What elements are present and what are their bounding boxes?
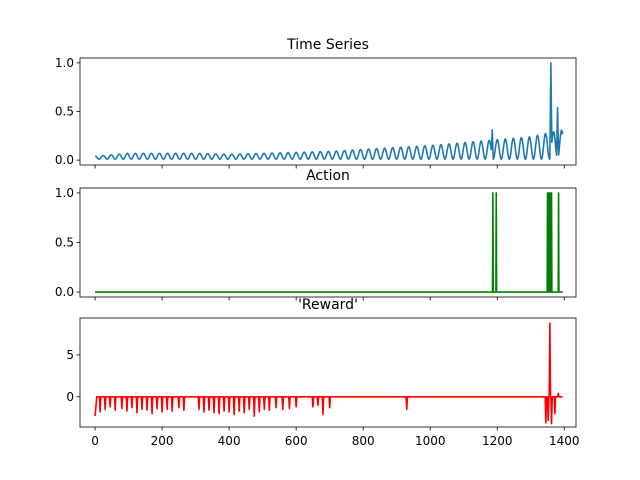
y-tick-label: 0.5	[55, 105, 74, 119]
x-tick-label: 1200	[482, 434, 513, 448]
panel-3-x-axis: 0 200 400 600 800 1000 1200 1400	[91, 427, 580, 448]
panel-time-series: Time Series 0.0 0.5 1.0	[55, 37, 577, 169]
panel-1-x-ticks	[94, 165, 565, 169]
y-tick-label: 5	[66, 348, 74, 362]
plot-area-action	[95, 192, 563, 293]
panel-3-title: 'Reward'	[298, 297, 358, 313]
y-tick-label: 1.0	[55, 186, 74, 200]
panel-3-frame	[79, 317, 577, 428]
panel-1-y-axis: 0.0 0.5 1.0	[55, 56, 80, 167]
panel-1-title: Time Series	[286, 37, 369, 53]
panel-action: Action 0.0 0.5 1.0	[55, 168, 577, 301]
x-tick-label: 600	[285, 434, 308, 448]
x-tick-label: 200	[151, 434, 174, 448]
y-tick-label: 0	[66, 390, 74, 404]
panel-reward: 'Reward' 05 0 200 400 600 800 1000 1200 1400	[66, 297, 579, 448]
y-tick-label: 1.0	[55, 56, 74, 70]
plot-area-reward	[94, 322, 563, 425]
panel-3-y-axis: 05	[66, 348, 80, 404]
y-tick-label: 0.5	[55, 236, 74, 250]
panel-2-x-ticks	[94, 297, 565, 301]
x-tick-label: 400	[218, 434, 241, 448]
x-tick-label: 0	[91, 434, 99, 448]
y-tick-label: 0.0	[55, 285, 74, 299]
plot-area-time-series	[94, 62, 564, 160]
x-tick-label: 1000	[415, 434, 446, 448]
series-line	[95, 192, 563, 293]
x-tick-label: 1400	[549, 434, 580, 448]
x-tick-label: 800	[352, 434, 375, 448]
y-tick-label: 0.0	[55, 153, 74, 167]
panel-2-title: Action	[306, 168, 350, 184]
panel-2-y-axis: 0.0 0.5 1.0	[55, 186, 80, 299]
series-line	[94, 62, 564, 160]
series-line	[94, 322, 563, 425]
